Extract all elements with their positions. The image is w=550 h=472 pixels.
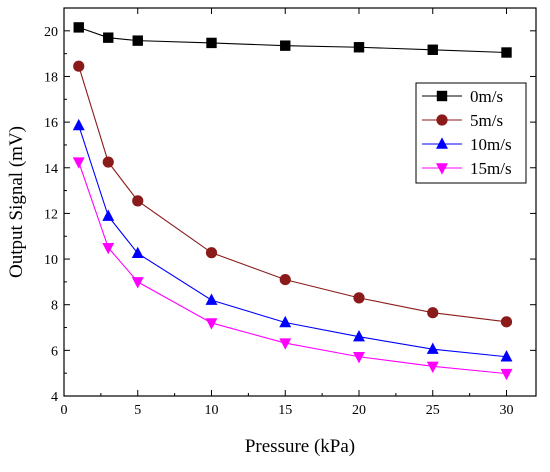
x-tick-label: 25 [426, 403, 440, 418]
x-axis-title: Pressure (kPa) [245, 436, 355, 457]
legend-item: 0m/s [422, 87, 503, 106]
data-point [279, 315, 292, 328]
series-3 [72, 157, 513, 381]
data-point [500, 350, 513, 362]
data-point [427, 44, 438, 55]
x-tick-label: 30 [500, 403, 514, 418]
data-point [500, 316, 513, 328]
data-point [427, 307, 439, 319]
y-tick-label: 16 [44, 116, 58, 131]
series-line [78, 161, 507, 375]
x-tick-label: 15 [278, 403, 292, 418]
legend: 0m/s 5m/s 10m/s 15m/s [415, 82, 527, 184]
legend-marker [436, 114, 448, 126]
x-tick-label: 5 [134, 403, 141, 418]
data-point [500, 368, 513, 381]
data-point [353, 352, 365, 364]
y-axis-title: Output Signal (mV) [6, 126, 27, 278]
data-point [279, 273, 291, 286]
x-tick-label: 10 [205, 403, 219, 418]
data-point [72, 118, 85, 131]
data-point [72, 157, 85, 169]
legend-marker [436, 163, 448, 175]
x-tick-label: 20 [352, 403, 366, 418]
y-tick-label: 10 [44, 253, 58, 268]
data-point [353, 329, 365, 342]
legend-item: 5m/s [422, 111, 503, 130]
data-point [205, 293, 218, 305]
legend-item: 15m/s [422, 159, 512, 178]
legend-item: 10m/s [422, 135, 512, 154]
series-2 [72, 118, 513, 362]
data-point [206, 37, 217, 49]
legend-label: 5m/s [470, 111, 503, 130]
legend-box [415, 82, 527, 184]
data-point [73, 60, 85, 72]
data-point [426, 361, 439, 373]
series-0 [73, 22, 512, 58]
series-line [78, 66, 507, 323]
series-line [78, 125, 507, 358]
y-tick-label: 12 [44, 207, 58, 222]
data-point [353, 42, 365, 53]
data-point [205, 247, 218, 259]
legend-label: 15m/s [470, 159, 512, 178]
series-layer [72, 22, 513, 381]
axis-ticks: 0 5 10 15 20 25 30 4 6 8 10 12 14 16 18 20 [44, 8, 536, 418]
data-point [279, 338, 292, 350]
data-point [205, 318, 218, 330]
y-tick-label: 14 [44, 162, 58, 177]
legend-label: 10m/s [470, 135, 512, 154]
y-tick-label: 6 [51, 344, 58, 359]
y-tick-label: 20 [44, 25, 58, 40]
x-tick-label: 0 [61, 403, 68, 418]
data-point [102, 242, 115, 255]
data-point [131, 277, 144, 289]
data-point [426, 342, 439, 354]
legend-marker [436, 137, 448, 149]
series-1 [73, 60, 513, 328]
data-point [102, 209, 115, 221]
legend-marker [436, 90, 448, 102]
legend-label: 0m/s [470, 87, 503, 106]
data-point [102, 156, 114, 168]
data-point [131, 246, 144, 259]
data-point [132, 35, 143, 46]
y-tick-label: 8 [51, 299, 58, 314]
plot-frame [63, 7, 537, 397]
y-tick-label: 18 [44, 70, 58, 85]
y-tick-label: 4 [51, 390, 58, 405]
data-point [353, 292, 365, 304]
data-point [501, 47, 512, 58]
data-point [280, 40, 291, 51]
data-point [103, 32, 114, 43]
data-point [132, 195, 144, 207]
data-point [73, 22, 84, 33]
